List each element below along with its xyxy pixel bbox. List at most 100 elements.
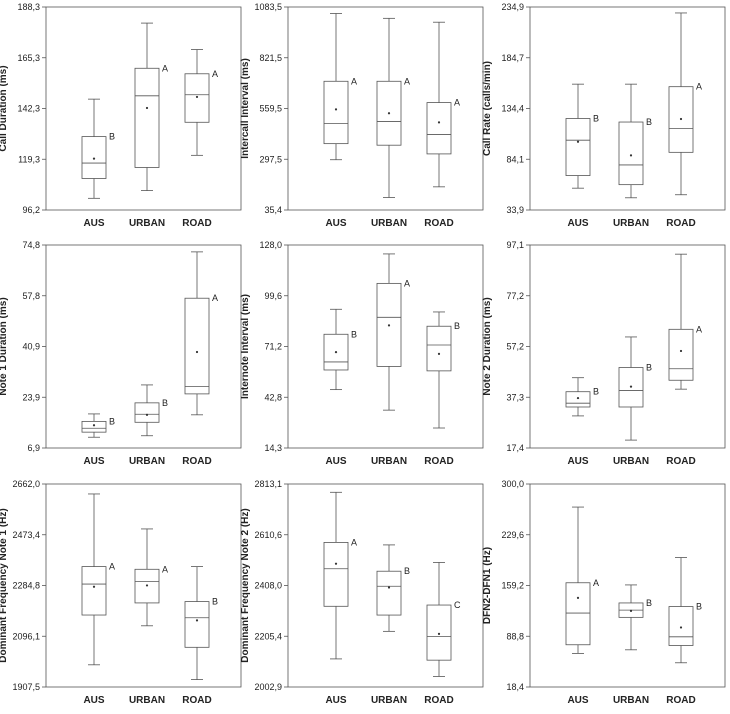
- category-label: ROAD: [424, 695, 453, 706]
- category-label: ROAD: [666, 218, 695, 229]
- significance-letter: B: [351, 329, 357, 339]
- significance-letter: B: [696, 602, 702, 612]
- iqr-box: [184, 73, 210, 123]
- category-label: ROAD: [182, 695, 211, 706]
- y-tick-label: 42,8: [264, 392, 282, 402]
- chart-panel-3: 33,9 84,1 134,4 184,7 234,9 Call Rate (calls/…: [482, 2, 726, 229]
- box-urban: A URBAN: [371, 253, 410, 467]
- y-tick-label: 74,8: [22, 240, 40, 250]
- chart-panel-5: 14,3 42,8 71,2 99,6 128,0 Internote Interval …: [240, 240, 484, 467]
- significance-letter: A: [212, 293, 218, 303]
- mean-marker: [387, 586, 391, 589]
- category-label: AUS: [325, 218, 346, 229]
- box-aus: B AUS: [323, 308, 357, 467]
- significance-letter: A: [696, 324, 702, 334]
- mean-marker: [679, 349, 683, 353]
- box-urban: B URBAN: [613, 336, 652, 467]
- iqr-box: [134, 67, 160, 168]
- y-tick-label: 88,8: [506, 631, 524, 641]
- mean-marker: [576, 140, 580, 143]
- mean-marker: [576, 396, 580, 400]
- y-tick-label: 84,1: [506, 154, 524, 164]
- y-tick-label: 97,1: [506, 240, 524, 250]
- significance-letter: A: [109, 562, 115, 572]
- significance-letter: B: [593, 113, 599, 123]
- y-tick-label: 23,9: [22, 392, 40, 402]
- mean-marker: [387, 112, 391, 115]
- box-road: A ROAD: [182, 251, 218, 467]
- y-tick-label: 2205,4: [254, 631, 282, 641]
- y-axis-title: DFN2-DFN1 (Hz): [482, 547, 493, 624]
- iqr-box: [184, 297, 210, 395]
- box-urban: B URBAN: [613, 584, 652, 706]
- category-label: URBAN: [129, 456, 165, 467]
- iqr-box: [565, 391, 591, 408]
- significance-letter: C: [454, 600, 461, 610]
- box-urban: A URBAN: [129, 22, 168, 229]
- plot-frame: [529, 244, 726, 449]
- y-tick-label: 2096,1: [12, 631, 40, 641]
- category-label: ROAD: [424, 456, 453, 467]
- mean-marker: [334, 562, 338, 565]
- box-road: A ROAD: [182, 49, 218, 229]
- box-road: A ROAD: [666, 253, 702, 467]
- y-tick-label: 142,3: [17, 104, 40, 114]
- y-tick-label: 300,0: [501, 479, 524, 489]
- y-tick-label: 33,9: [506, 205, 524, 215]
- significance-letter: A: [162, 564, 168, 574]
- significance-letter: A: [696, 82, 702, 92]
- box-urban: A URBAN: [371, 17, 410, 229]
- significance-letter: A: [162, 63, 168, 73]
- category-label: ROAD: [182, 218, 211, 229]
- y-tick-label: 1083,5: [254, 2, 282, 12]
- iqr-box: [426, 102, 452, 155]
- mean-marker: [92, 157, 96, 160]
- iqr-box: [81, 136, 107, 179]
- box-road: B ROAD: [424, 311, 460, 467]
- mean-marker: [334, 351, 338, 354]
- y-axis-title: Note 1 Duration (ms): [0, 297, 9, 395]
- y-tick-label: 159,2: [501, 581, 524, 591]
- y-tick-label: 2408,0: [254, 581, 282, 591]
- y-axis-title: Dominant Frequency Note 1 (Hz): [0, 508, 9, 662]
- mean-marker: [145, 106, 149, 110]
- box-urban: B URBAN: [371, 544, 410, 706]
- chart-panel-1: 96,2 119,3 142,3 165,3 188,3 Call Duration (m…: [0, 2, 242, 229]
- y-tick-label: 57,2: [506, 342, 524, 352]
- significance-letter: B: [646, 598, 652, 608]
- y-tick-label: 37,3: [506, 392, 524, 402]
- box-road: A ROAD: [424, 21, 460, 229]
- significance-letter: A: [212, 69, 218, 79]
- iqr-box: [426, 325, 452, 372]
- iqr-box: [184, 601, 210, 648]
- category-label: ROAD: [666, 695, 695, 706]
- significance-letter: A: [404, 278, 410, 288]
- mean-marker: [629, 609, 633, 612]
- y-axis-title: Internote Interval (ms): [240, 294, 251, 399]
- y-tick-label: 2002,9: [254, 682, 282, 692]
- iqr-box: [81, 420, 107, 433]
- y-tick-label: 2473,4: [12, 530, 40, 540]
- category-label: AUS: [83, 695, 104, 706]
- y-tick-label: 2813,1: [254, 479, 282, 489]
- mean-marker: [679, 626, 683, 629]
- mean-marker: [195, 95, 199, 99]
- mean-marker: [195, 619, 199, 622]
- box-aus: A AUS: [81, 493, 115, 706]
- y-tick-label: 14,3: [264, 443, 282, 453]
- y-tick-label: 234,9: [501, 2, 524, 12]
- mean-marker: [679, 117, 683, 121]
- y-tick-label: 297,5: [259, 154, 282, 164]
- iqr-box: [668, 606, 694, 646]
- iqr-box: [668, 328, 694, 381]
- y-tick-label: 71,2: [264, 342, 282, 352]
- significance-letter: B: [646, 363, 652, 373]
- significance-letter: A: [351, 537, 357, 547]
- y-axis-title: Call Duration (ms): [0, 65, 9, 151]
- category-label: URBAN: [129, 695, 165, 706]
- y-tick-label: 821,5: [259, 53, 282, 63]
- category-label: AUS: [83, 218, 104, 229]
- significance-letter: A: [454, 98, 460, 108]
- category-label: AUS: [83, 456, 104, 467]
